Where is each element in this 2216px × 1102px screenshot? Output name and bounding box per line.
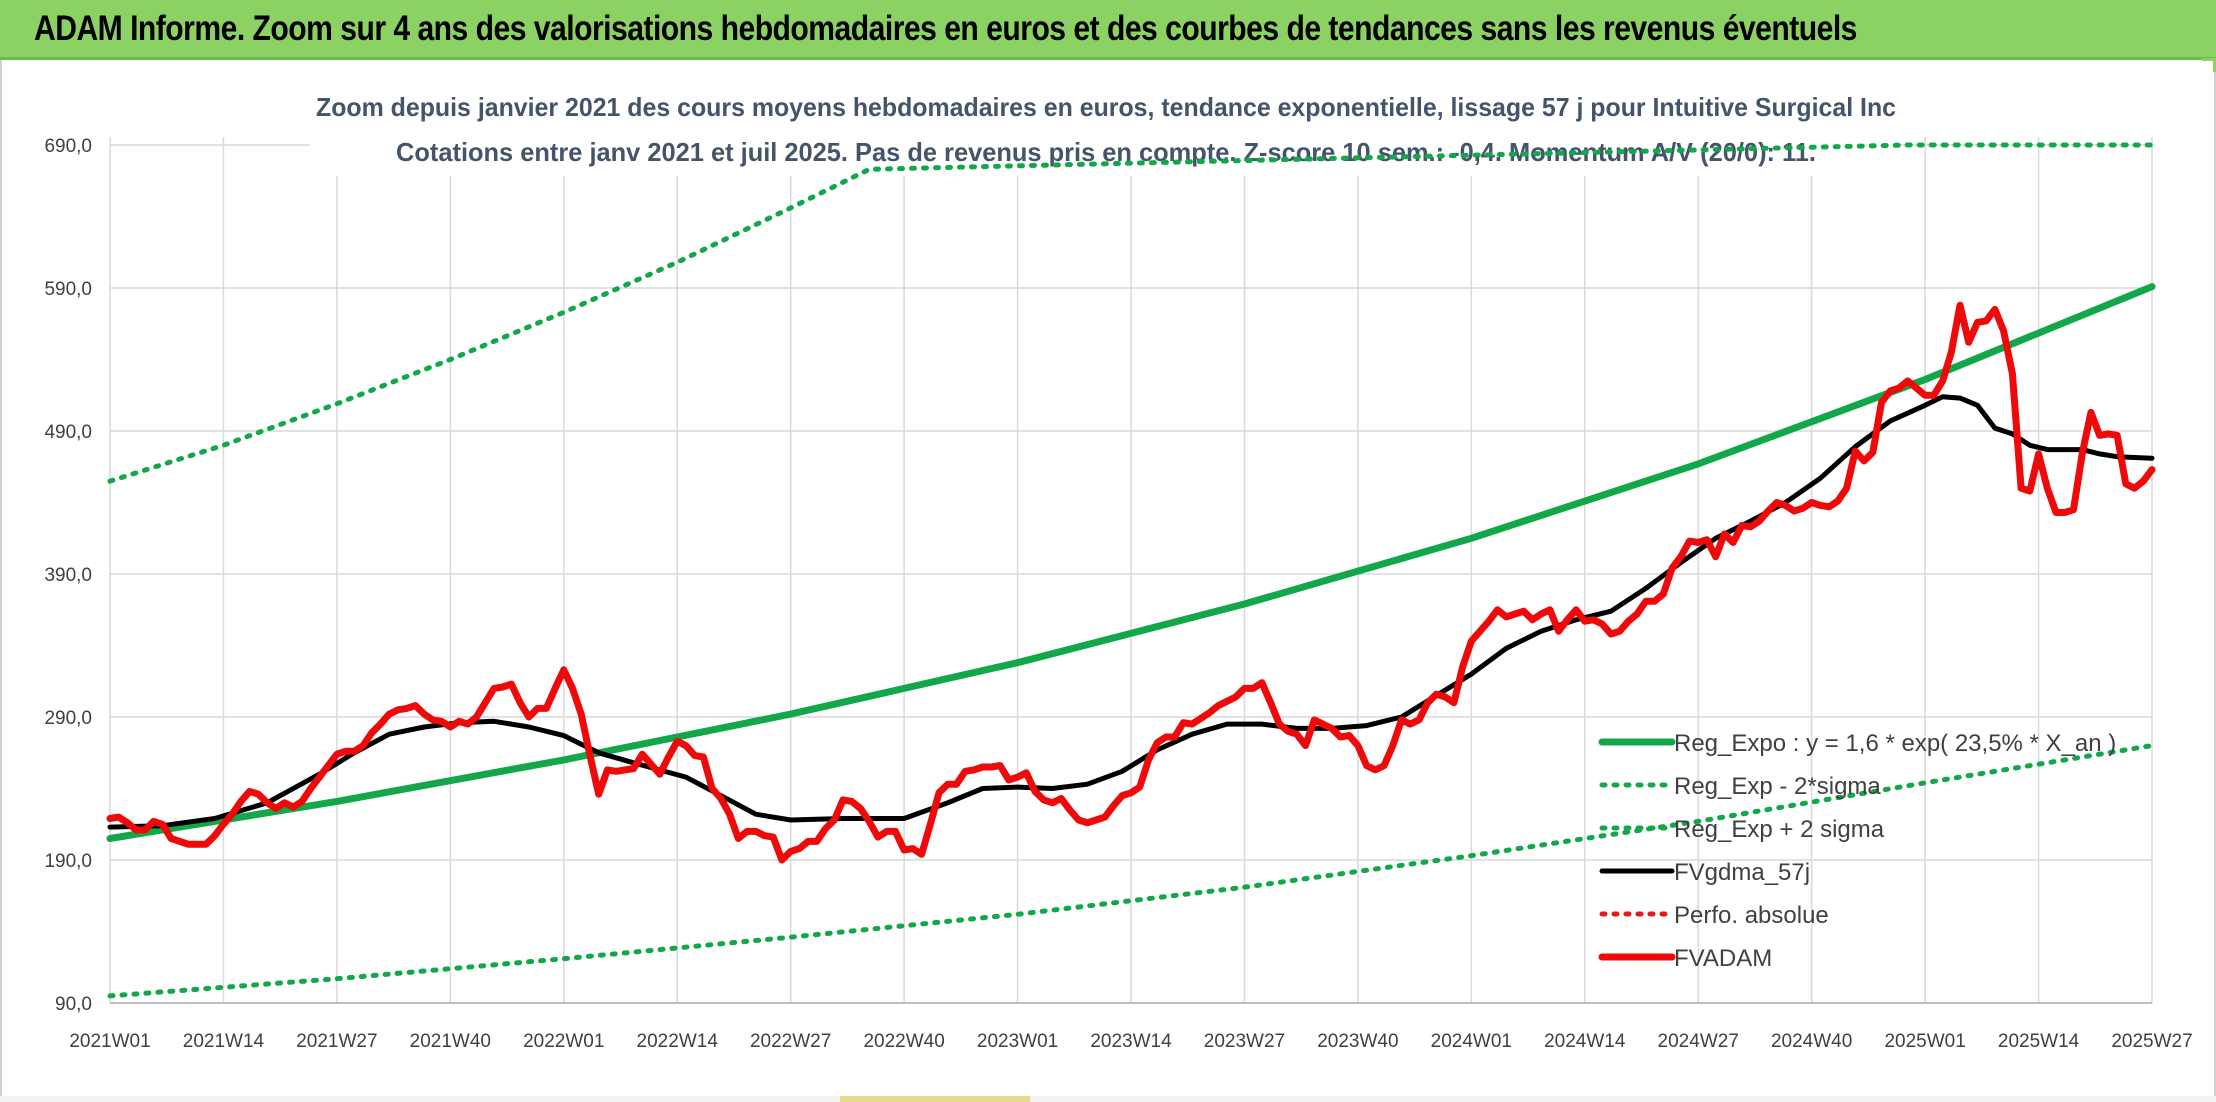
y-tick-label: 390,0 [44,565,92,586]
y-tick-label: 590,0 [44,279,92,300]
x-tick-label: 2024W40 [1771,1031,1852,1052]
x-tick-label: 2025W01 [1884,1031,1965,1052]
x-tick-label: 2022W27 [750,1031,831,1052]
series-line-5 [106,301,2156,864]
x-tick-label: 2021W27 [296,1031,377,1052]
x-tick-label: 2023W27 [1204,1031,1285,1052]
x-tick-label: 2024W01 [1431,1031,1512,1052]
x-tick-label: 2025W27 [2111,1031,2192,1052]
report-header: ADAM Informe. Zoom sur 4 ans des valoris… [0,0,2216,60]
x-axis: 2021W01 2021W14 2021W27 2021W40 2022W01 2022W… [69,1002,2193,1052]
x-tick-label: 2021W40 [410,1031,491,1052]
legend: Reg_Expo : y = 1,6 * exp( 23,5% * X_an )… [1598,730,2116,972]
x-tick-label: 2022W40 [863,1031,944,1052]
y-tick-label: 690,0 [44,136,92,157]
x-tick-label: 2024W14 [1544,1031,1626,1052]
grid [109,137,2153,1004]
x-tick-label: 2025W14 [1998,1031,2080,1052]
x-tick-label: 2023W40 [1317,1031,1398,1052]
report-title: ADAM Informe. Zoom sur 4 ans des valoris… [34,9,1857,48]
series-line-0 [106,283,2156,842]
series [106,142,2156,999]
legend-label: Reg_Expo : y = 1,6 * exp( 23,5% * X_an ) [1674,730,2116,757]
title-backdrop [310,80,1900,176]
y-tick-label: 490,0 [44,422,92,443]
y-axis: 90,0 190,0 290,0 390,0 490,0 590,0 690,0 [44,136,92,1015]
legend-label: Reg_Exp - 2*sigma [1674,773,1881,800]
y-tick-label: 190,0 [44,851,92,872]
series-line-2 [107,142,2155,484]
legend-label: Perfo. absolue [1674,902,1829,929]
x-tick-label: 2023W01 [977,1031,1058,1052]
x-tick-label: 2021W14 [183,1031,265,1052]
x-tick-label: 2021W01 [69,1031,150,1052]
x-tick-label: 2022W01 [523,1031,604,1052]
chart-frame [0,60,2216,1102]
x-tick-label: 2024W27 [1658,1031,1739,1052]
x-tick-label: 2022W14 [637,1031,719,1052]
chart-title-line1: Zoom depuis janvier 2021 des cours moyen… [316,92,1896,122]
legend-label: Reg_Exp + 2 sigma [1674,816,1885,843]
bottom-strip [0,1096,2216,1102]
y-tick-label: 290,0 [44,708,92,729]
legend-label: FVgdma_57j [1674,859,1810,886]
x-tick-label: 2023W14 [1090,1031,1172,1052]
legend-label: FVADAM [1674,945,1772,972]
y-tick-label: 90,0 [55,994,92,1015]
bottom-strip-accent [840,1096,1030,1102]
frame-corner-accent [2202,58,2216,72]
series-line-1 [107,743,2155,999]
